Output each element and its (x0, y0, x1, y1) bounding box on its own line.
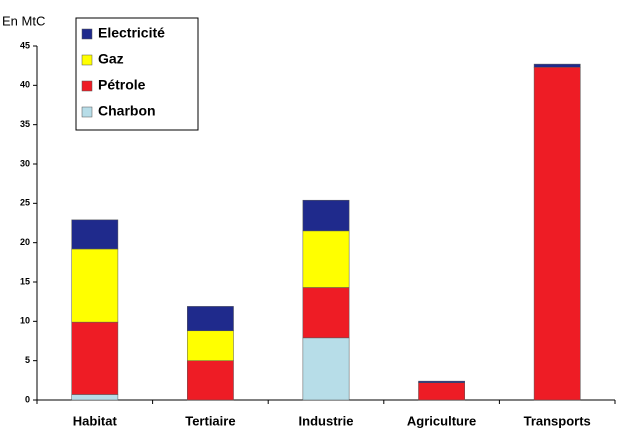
x-tick-label: Tertiaire (185, 413, 235, 428)
y-tick-label: 0 (25, 394, 30, 404)
y-tick-label: 25 (20, 198, 30, 208)
legend-swatch (81, 80, 93, 92)
bar-segment (187, 360, 234, 401)
bar-segment (302, 230, 350, 288)
y-axis-label: En MtC (2, 13, 45, 28)
bar-segment (71, 219, 119, 250)
y-tick-label: 10 (20, 316, 30, 326)
y-tick-label: 40 (20, 80, 30, 90)
bar-segment (418, 380, 465, 383)
bar-segment (302, 199, 350, 232)
bar-segment (302, 287, 350, 339)
bar-segment (533, 63, 581, 68)
legend-box (75, 17, 199, 131)
x-tick-label: Transports (524, 413, 591, 428)
x-tick-label: Industrie (299, 413, 354, 428)
bar-segment (71, 248, 119, 323)
legend-label: Pétrole (98, 77, 146, 93)
bar-segment (71, 394, 119, 401)
y-tick-label: 5 (25, 355, 30, 365)
bar-segment (187, 330, 234, 361)
x-tick-label: Habitat (73, 413, 118, 428)
y-tick-label: 45 (20, 40, 30, 50)
y-tick-label: 30 (20, 158, 30, 168)
legend-swatch (81, 106, 93, 118)
y-tick-label: 15 (20, 276, 30, 286)
bar-segment (187, 306, 234, 332)
bar-segment (71, 321, 119, 395)
x-tick-label: Agriculture (407, 413, 476, 428)
y-tick-label: 35 (20, 119, 30, 129)
bar-segment (302, 337, 350, 401)
legend-label: Charbon (98, 103, 156, 119)
legend-swatch (81, 28, 93, 40)
bar-segment (533, 66, 581, 401)
legend-label: Gaz (98, 51, 124, 67)
legend-swatch (81, 54, 93, 66)
legend-label: Electricité (98, 25, 165, 41)
y-tick-label: 20 (20, 237, 30, 247)
bar-segment (418, 382, 465, 401)
